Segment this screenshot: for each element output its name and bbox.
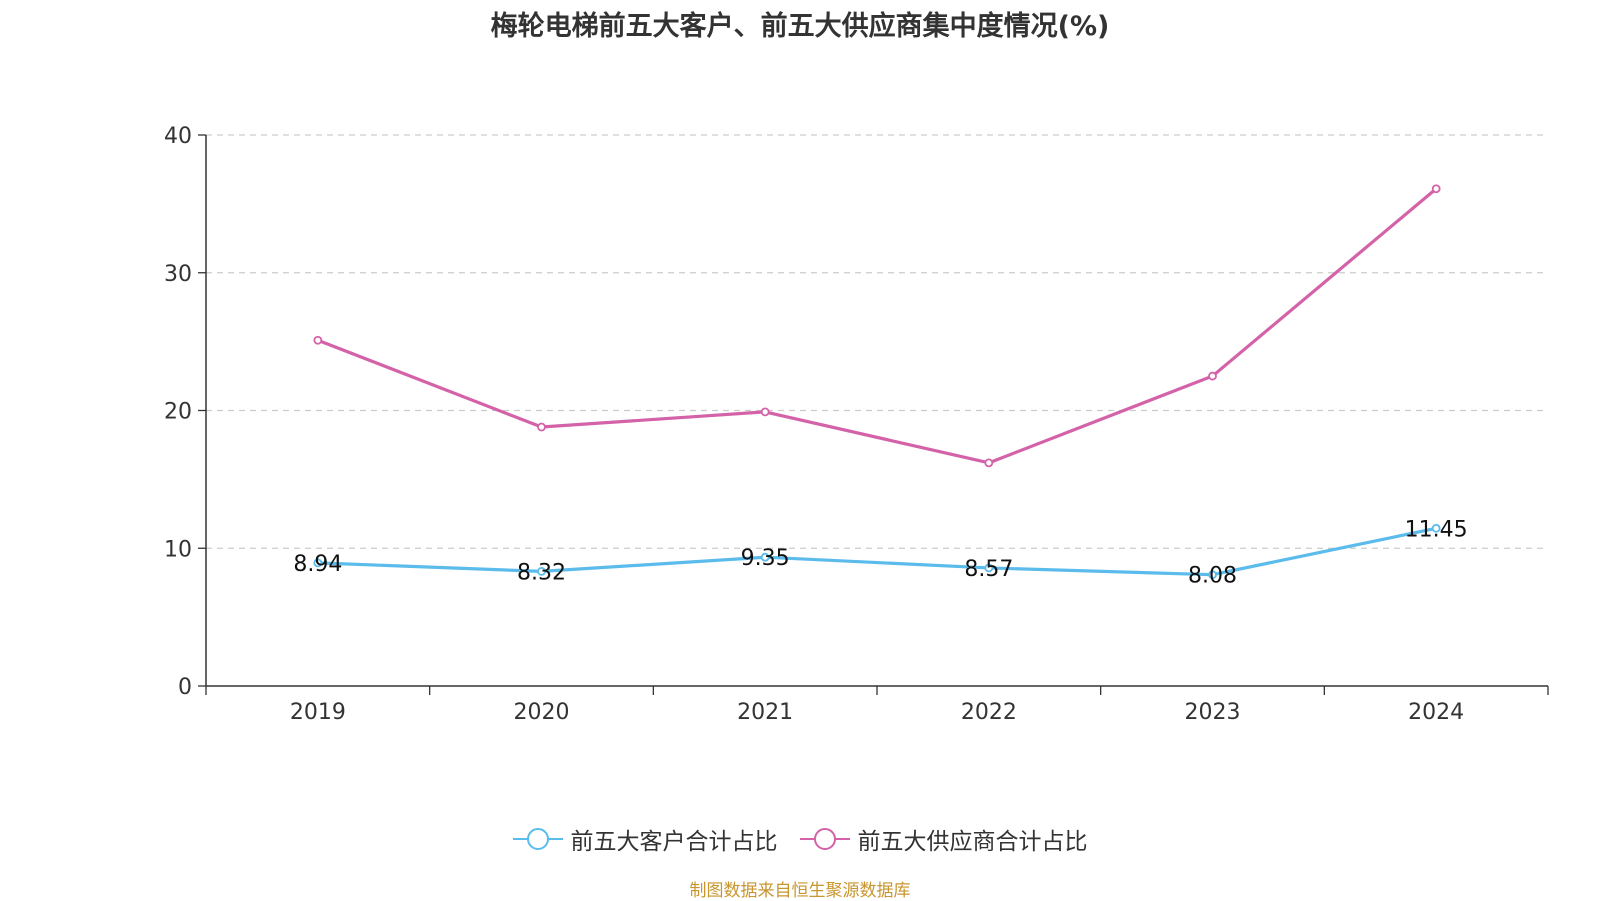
data-point [984,458,994,468]
x-tick-label: 2024 [1408,700,1464,725]
y-tick-label: 30 [164,262,192,287]
axes: 0 10 20 30 40 2019 2020 2021 2022 2023 2024 [164,124,1549,725]
x-tick-label: 2020 [514,700,570,725]
data-label: 8.08 [1188,564,1237,589]
legend-line-circle-icon [512,828,563,850]
data-point [1431,523,1441,533]
data-point [760,552,770,562]
legend-item-suppliers[interactable]: 前五大供应商合计占比 [799,822,1088,856]
y-tick-label: 10 [164,537,192,562]
source-note: 制图数据来自恒生聚源数据库 [689,881,911,901]
data-point [1431,184,1441,194]
data-labels: 8.94 8.32 9.35 8.57 8.08 11.45 [293,517,1467,588]
data-point [537,422,546,432]
data-point [313,335,323,345]
data-point [1208,570,1217,580]
data-point [313,558,323,568]
legend-item-customers[interactable]: 前五大客户合计占比 [512,822,778,856]
legend-label-customers: 前五大客户合计占比 [570,829,778,855]
data-point [984,563,994,573]
legend-label-suppliers: 前五大供应商合计占比 [857,829,1088,855]
legend-line-circle-icon [799,828,850,850]
legend: 前五大客户合计占比 前五大供应商合计占比 [0,822,1600,856]
y-tick-label: 20 [164,400,192,425]
data-label: 8.32 [517,560,566,585]
series-line-0 [317,526,1437,577]
x-tick-label: 2023 [1185,700,1241,725]
data-point [1208,371,1217,381]
x-tick-label: 2022 [961,700,1017,725]
y-tick-label: 40 [164,124,192,149]
data-point [537,566,546,576]
data-label: 9.35 [741,546,790,571]
data-point [760,407,770,417]
x-tick-label: 2019 [290,700,346,725]
chart-title: 梅轮电梯前五大客户、前五大供应商集中度情况(%) [490,11,1110,42]
data-label: 8.57 [964,557,1013,582]
y-tick-label: 0 [178,675,192,700]
series-line-1 [317,187,1438,465]
data-label: 8.94 [293,552,342,577]
x-tick-label: 2021 [737,700,793,725]
data-label: 11.45 [1405,517,1468,542]
series-lines [313,184,1441,580]
grid-lines [206,134,1548,549]
